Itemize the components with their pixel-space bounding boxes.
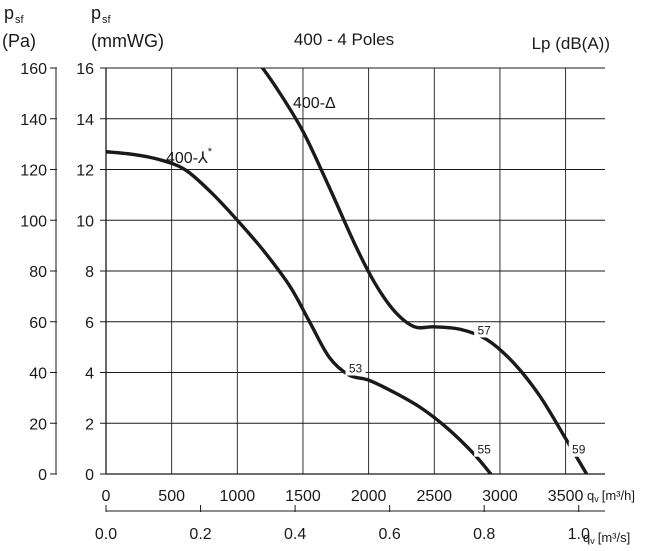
delta-connection-curve-label: 400-Δ [293,95,336,112]
chart-title: 400 - 4 Poles [294,30,394,49]
mmwg-axis-unit: (mmWG) [91,31,164,51]
m3h-tick-label: 2500 [416,488,452,505]
m3s-tick-label: 0.2 [189,526,211,543]
mmwg-tick-label: 8 [85,264,94,281]
delta-connection-curve [260,68,589,474]
db-label-background [345,360,366,376]
curve-labels: 400-⅄* 53 55 400-Δ 57 59 [166,95,589,457]
mmwg-tick-label: 6 [85,315,94,332]
mmwg-tick-label: 0 [85,467,94,484]
pa-tick-label: 140 [20,112,47,129]
m3h-tick-label: 0 [102,488,111,505]
star-connection-curve-label-superscript: * [208,146,213,158]
mmwg-tick-label: 14 [76,112,94,129]
mmwg-tick-label: 10 [76,213,94,230]
delta-connection-curve-label-main: 400-Δ [293,95,336,112]
mmwg-axis-symbol: psf [91,3,112,26]
pa-tick-label: 80 [29,264,47,281]
m3s-tick-label: 0.0 [95,526,117,543]
star-connection-curve [106,150,493,474]
pa-tick-label: 20 [29,416,47,433]
star-connection-curve-label-main: 400-⅄ [166,150,208,167]
pa-axis-unit: (Pa) [2,31,36,51]
db-label-background [474,322,495,338]
m3h-tick-label: 3500 [548,488,584,505]
grid [106,67,605,474]
mmwg-tick-labels: 0 2 4 6 8 10 12 14 16 [76,61,107,484]
db-label: 57 [478,323,492,337]
m3h-tick-label: 1000 [220,488,256,505]
m3s-tick-label: 0.8 [473,526,495,543]
pa-tick-label: 40 [29,366,47,383]
sound-level-label: Lp (dB(A)) [532,34,610,53]
m3s-tick-label: 0.4 [284,526,306,543]
m3h-tick-label: 1500 [285,488,321,505]
star-connection-curve-label: 400-⅄* [166,146,213,167]
db-label: 59 [572,443,586,457]
curves [106,68,589,474]
m3h-tick-labels: 0 500 1000 1500 2000 2500 3000 3500 [102,488,584,505]
mmwg-tick-label: 16 [76,61,94,78]
pa-tick-label: 60 [29,315,47,332]
db-label-background [568,441,589,457]
pa-tick-label: 100 [20,213,47,230]
plot-frame [55,68,605,512]
m3s-axis-label: qv [m³/s] [583,530,630,546]
m3h-tick-label: 500 [158,488,185,505]
db-label: 53 [349,362,363,376]
db-label: 55 [478,443,492,457]
pa-tick-label: 120 [20,163,47,180]
m3h-tick-label: 2000 [351,488,387,505]
m3h-axis-label: qv [m³/h] [587,488,635,504]
pa-tick-label: 160 [20,61,47,78]
pa-tick-label: 0 [38,467,47,484]
m3s-tick-label: 1.0 [568,526,590,543]
m3s-tick-labels: 0.0 0.2 0.4 0.6 0.8 1.0 [95,505,590,543]
pa-tick-labels: 0 20 40 60 80 100 120 140 160 [20,61,57,484]
mmwg-tick-label: 4 [85,366,94,383]
m3s-tick-label: 0.6 [379,526,401,543]
m3h-tick-label: 3000 [482,488,518,505]
db-label-background [474,441,495,457]
pa-axis-symbol: psf [4,3,25,26]
mmwg-tick-label: 2 [85,416,94,433]
mmwg-tick-label: 12 [76,163,94,180]
